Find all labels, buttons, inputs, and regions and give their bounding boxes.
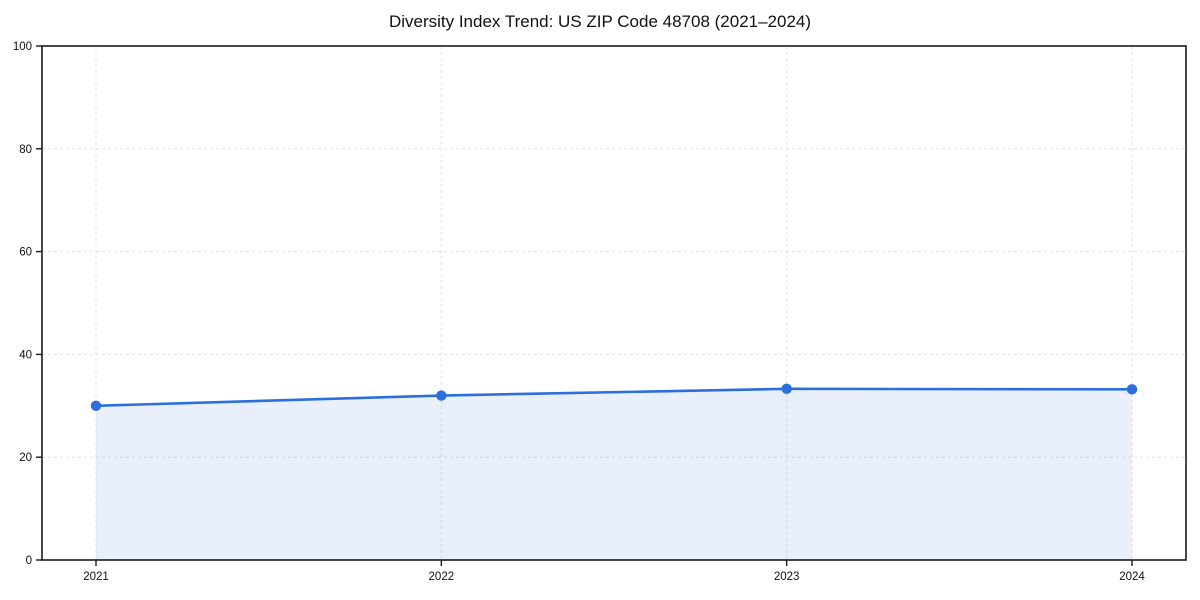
x-tick-label: 2024 — [1119, 571, 1145, 583]
data-point-marker — [781, 383, 792, 395]
area-fill — [96, 388, 1132, 560]
y-tick-label: 40 — [19, 349, 32, 361]
data-point-marker — [436, 390, 447, 401]
trend-line — [94, 387, 1134, 408]
x-tick-label: 2021 — [83, 571, 109, 583]
y-tick-label: 20 — [19, 452, 32, 464]
y-tick-label: 60 — [19, 247, 32, 259]
y-tick-label: 80 — [19, 144, 32, 156]
x-tick-label: 2022 — [429, 571, 455, 583]
plot-frame — [41, 45, 1187, 561]
y-tick-label: 100 — [13, 41, 32, 53]
chart-title: Diversity Index Trend: US ZIP Code 48708… — [388, 12, 812, 31]
data-point-marker — [90, 400, 102, 411]
y-tick-label: 0 — [26, 555, 32, 567]
data-point-marker — [1126, 384, 1138, 395]
x-tick-label: 2023 — [774, 571, 800, 583]
